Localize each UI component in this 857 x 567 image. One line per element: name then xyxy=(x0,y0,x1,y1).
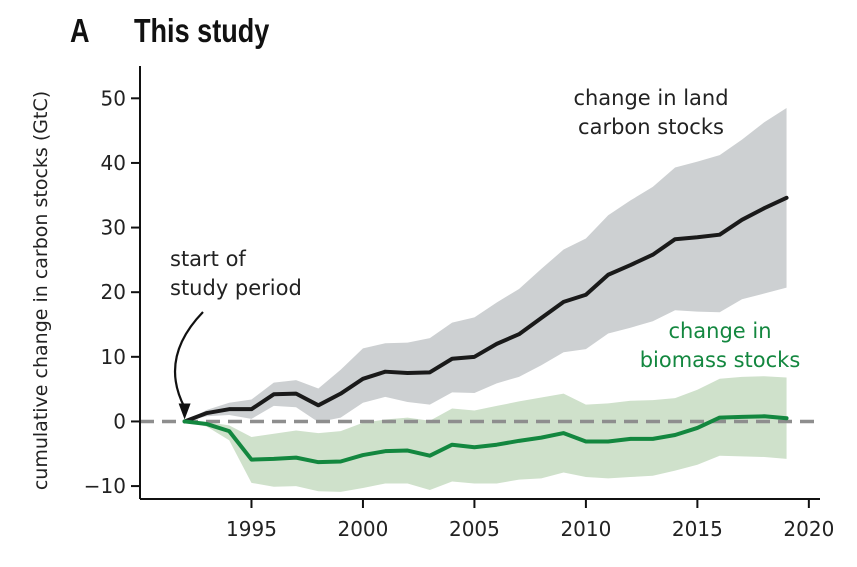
start-period-label: study period xyxy=(170,276,302,300)
biomass-data-point xyxy=(718,416,722,420)
x-tick-label: 1995 xyxy=(226,517,277,541)
biomass-data-point xyxy=(294,456,298,460)
x-tick-label: 2020 xyxy=(783,517,834,541)
land-data-point xyxy=(227,407,231,411)
y-tick-label: 0 xyxy=(113,409,126,433)
land-data-point xyxy=(339,392,343,396)
land-series-line xyxy=(182,195,789,424)
land-series-label: change in land xyxy=(573,86,728,110)
biomass-data-point xyxy=(562,431,566,435)
land-data-point xyxy=(205,411,209,415)
y-axis-label: cumulative change in carbon stocks (GtC) xyxy=(30,91,52,490)
biomass-data-point xyxy=(183,419,187,423)
land-data-point xyxy=(695,235,699,239)
x-tick-label: 2010 xyxy=(560,517,611,541)
land-data-point xyxy=(628,263,632,267)
biomass-data-point xyxy=(539,436,543,440)
land-data-point xyxy=(383,370,387,374)
biomass-series-label: biomass stocks xyxy=(640,348,801,372)
start-period-label: start of xyxy=(170,247,246,271)
land-data-point xyxy=(606,273,610,277)
biomass-data-point xyxy=(205,422,209,426)
biomass-data-point xyxy=(339,460,343,464)
biomass-data-point xyxy=(740,415,744,419)
biomass-data-point xyxy=(628,437,632,441)
land-data-point xyxy=(584,293,588,297)
land-data-point xyxy=(517,332,521,336)
chart-title: This study xyxy=(134,12,270,49)
land-data-point xyxy=(450,357,454,361)
biomass-data-point xyxy=(227,429,231,433)
biomass-series-line xyxy=(182,414,789,465)
y-tick-label: 20 xyxy=(101,280,126,304)
biomass-data-point xyxy=(785,416,789,420)
axes: −10 0 10 20 30 40 50 1995 2000 2005 2010 2015 2020 cu… xyxy=(30,66,834,541)
biomass-data-point xyxy=(606,439,610,443)
x-tick-label: 2005 xyxy=(449,517,500,541)
land-data-point xyxy=(785,196,789,200)
x-tick-label: 2000 xyxy=(337,517,388,541)
land-data-point xyxy=(740,218,744,222)
land-data-point xyxy=(316,403,320,407)
land-data-point xyxy=(428,370,432,374)
biomass-data-point xyxy=(472,445,476,449)
biomass-data-point xyxy=(673,433,677,437)
land-data-point xyxy=(406,371,410,375)
biomass-data-point xyxy=(406,449,410,453)
biomass-series-label: change in xyxy=(668,319,771,343)
start-arrow-shaft xyxy=(173,311,204,408)
land-series-label: carbon stocks xyxy=(578,115,724,139)
land-data-point xyxy=(495,342,499,346)
biomass-data-point xyxy=(695,426,699,430)
biomass-data-point xyxy=(517,439,521,443)
land-data-point xyxy=(562,300,566,304)
biomass-data-point xyxy=(450,443,454,447)
land-data-point xyxy=(673,237,677,241)
y-tick-label: 50 xyxy=(101,86,126,110)
land-data-point xyxy=(361,377,365,381)
land-uncertainty-band xyxy=(184,108,787,423)
y-tick-label: 10 xyxy=(101,345,126,369)
y-tick-label: 30 xyxy=(101,216,126,240)
land-data-point xyxy=(272,392,276,396)
y-tick-label: −10 xyxy=(84,474,126,498)
biomass-data-point xyxy=(272,457,276,461)
biomass-data-point xyxy=(383,449,387,453)
biomass-data-point xyxy=(584,439,588,443)
land-data-point xyxy=(539,316,543,320)
biomass-data-point xyxy=(428,454,432,458)
y-tick-label: 40 xyxy=(101,151,126,175)
biomass-data-point xyxy=(651,437,655,441)
biomass-data-point xyxy=(495,443,499,447)
panel-letter: A xyxy=(70,12,90,49)
land-data-point xyxy=(294,392,298,396)
annotations: change in land carbon stocks change in biom… xyxy=(170,86,801,420)
start-arrow-head xyxy=(178,403,191,420)
land-data-point xyxy=(651,253,655,257)
land-data-point xyxy=(249,407,253,411)
land-data-point xyxy=(762,206,766,210)
biomass-data-point xyxy=(361,453,365,457)
biomass-data-point xyxy=(249,458,253,462)
land-data-point xyxy=(472,355,476,359)
land-data-point xyxy=(718,233,722,237)
series-lines xyxy=(182,195,789,465)
biomass-data-point xyxy=(316,460,320,464)
x-tick-label: 2015 xyxy=(672,517,723,541)
biomass-data-point xyxy=(762,414,766,418)
